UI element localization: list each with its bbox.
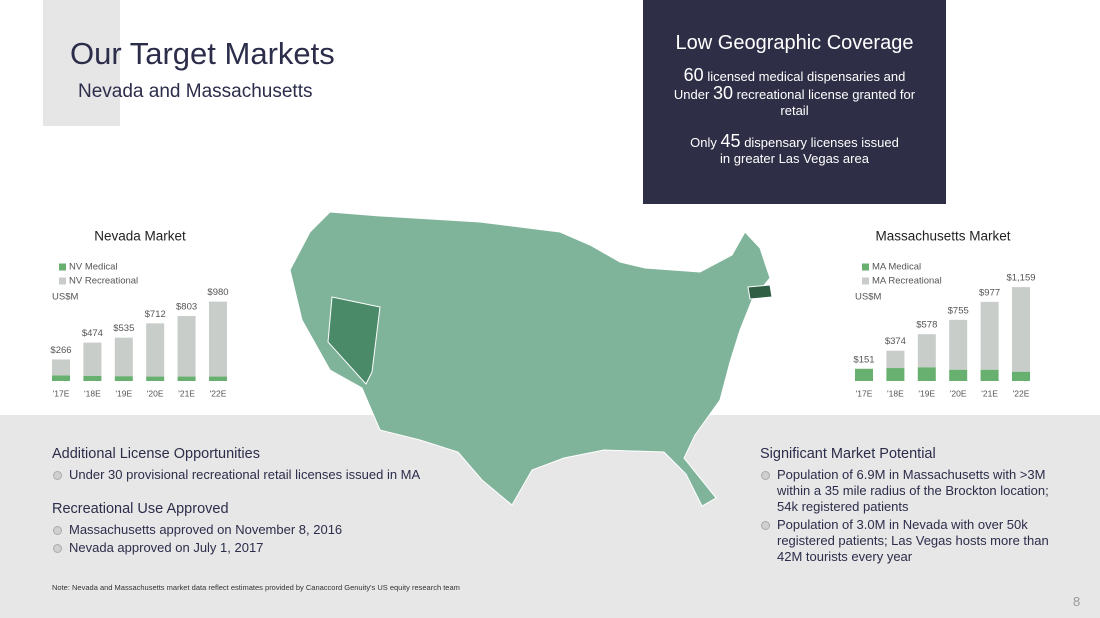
bullet: Population of 3.0M in Nevada with over 5… <box>760 517 1060 565</box>
bullet: Under 30 provisional recreational retail… <box>52 467 472 483</box>
total-label: $535 <box>113 323 134 334</box>
legend-swatch <box>862 263 869 271</box>
total-label: $755 <box>948 305 969 316</box>
x-tick-label: '19E <box>918 388 935 398</box>
title-tab <box>43 0 120 126</box>
x-tick-label: '21E <box>178 388 195 398</box>
subtitle: Nevada and Massachusetts <box>78 81 313 102</box>
text: dispensary licenses issued <box>744 135 899 150</box>
x-tick-label: '18E <box>84 388 101 398</box>
list: Massachusetts approved on November 8, 20… <box>52 522 472 556</box>
big-number: 30 <box>712 83 733 103</box>
bar-segment <box>146 323 165 377</box>
bar-segment <box>886 350 905 369</box>
callout-block: Only 45 dispensary licenses issued in gr… <box>662 131 927 167</box>
legend-label: MA Recreational <box>872 276 942 287</box>
bar-segment <box>114 337 133 377</box>
text: licensed medical dispensaries and <box>707 69 906 84</box>
heading: Recreational Use Approved <box>52 501 229 517</box>
legend-label: MA Medical <box>872 262 921 273</box>
bar-segment <box>52 375 70 381</box>
bar-segment <box>209 301 227 377</box>
bar-segment <box>146 376 165 381</box>
bar-segment <box>114 376 133 381</box>
bar-segment <box>949 319 968 370</box>
unit-label: US$M <box>855 292 881 303</box>
total-label: $803 <box>176 301 197 312</box>
list: Population of 6.9M in Massachusetts with… <box>760 467 1060 565</box>
bar-segment <box>177 376 196 381</box>
x-tick-label: '21E <box>981 388 998 398</box>
big-number: 60 <box>683 65 704 85</box>
x-tick-label: '17E <box>856 388 873 398</box>
text: recreational license granted for retail <box>736 87 916 118</box>
total-label: $151 <box>853 354 874 365</box>
bullet: Massachusetts approved on November 8, 20… <box>52 522 472 538</box>
left-sections: Additional License Opportunities Under 3… <box>52 446 472 574</box>
total-label: $1,159 <box>1006 273 1035 284</box>
bar-segment <box>1012 287 1030 372</box>
x-tick-label: '20E <box>950 388 967 398</box>
unit-label: US$M <box>52 292 78 303</box>
legend-swatch <box>59 263 66 271</box>
legend-label: NV Recreational <box>69 276 138 287</box>
heading: Significant Market Potential <box>760 446 936 462</box>
legend-swatch <box>59 277 66 285</box>
bullet: Population of 6.9M in Massachusetts with… <box>760 467 1060 515</box>
callout-block: 60 licensed medical dispensaries and Und… <box>662 65 927 119</box>
bar-segment <box>917 334 936 368</box>
chart-title: Nevada Market <box>94 229 186 244</box>
right-section: Significant Market Potential Population … <box>760 446 1060 583</box>
bar-segment <box>980 301 999 370</box>
x-tick-label: '22E <box>210 388 227 398</box>
total-label: $578 <box>916 320 937 331</box>
callout: Low Geographic Coverage 60 licensed medi… <box>643 0 946 204</box>
bar-segment <box>886 368 905 381</box>
legend-label: NV Medical <box>69 262 118 273</box>
x-tick-label: '20E <box>147 388 164 398</box>
bar-segment <box>980 369 999 381</box>
bar-segment <box>83 375 102 381</box>
text: Only <box>690 135 717 150</box>
bar-segment <box>855 368 873 381</box>
nevada <box>327 296 381 385</box>
page-number: 8 <box>1073 594 1081 609</box>
callout-title: Low Geographic Coverage <box>675 32 914 54</box>
x-tick-label: '17E <box>53 388 70 398</box>
total-label: $712 <box>145 309 166 320</box>
bar-segment <box>52 359 70 376</box>
massachusetts <box>747 284 773 300</box>
heading: Additional License Opportunities <box>52 446 260 462</box>
legend-swatch <box>862 277 869 285</box>
bullet: Nevada approved on July 1, 2017 <box>52 540 472 556</box>
us-map <box>289 211 771 507</box>
total-label: $980 <box>207 287 228 298</box>
total-label: $374 <box>885 336 906 347</box>
bar-segment <box>177 315 196 377</box>
x-tick-label: '19E <box>115 388 132 398</box>
bar-segment <box>209 376 227 381</box>
bar-segment <box>949 369 968 381</box>
total-label: $977 <box>979 287 1000 298</box>
x-tick-label: '18E <box>887 388 904 398</box>
total-label: $266 <box>50 345 71 356</box>
chart-title: Massachusetts Market <box>875 229 1010 244</box>
total-label: $474 <box>82 328 103 339</box>
x-tick-label: '22E <box>1013 388 1030 398</box>
title: Our Target Markets <box>70 36 335 71</box>
bar-segment <box>83 342 102 376</box>
bar-segment <box>917 367 936 381</box>
big-number: 45 <box>720 131 741 151</box>
text: in greater Las Vegas area <box>720 151 869 166</box>
note: Note: Nevada and Massachusetts market da… <box>52 583 460 592</box>
bar-segment <box>1012 371 1030 381</box>
text: Under <box>673 87 710 102</box>
list: Under 30 provisional recreational retail… <box>52 467 472 483</box>
